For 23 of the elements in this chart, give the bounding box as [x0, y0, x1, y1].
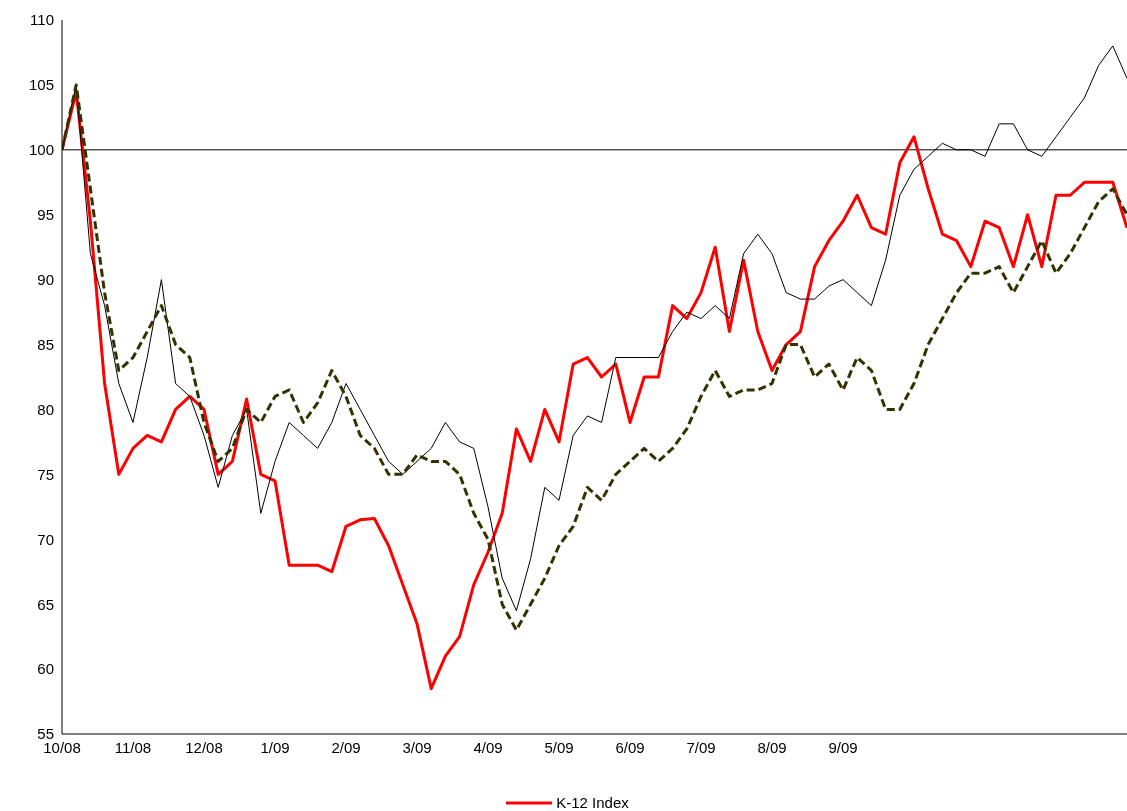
y-tick-label: 95 — [37, 206, 54, 224]
x-tick-label: 12/08 — [185, 738, 223, 756]
y-tick-label: 65 — [37, 595, 54, 613]
x-tick-label: 7/09 — [686, 738, 716, 756]
y-tick-label: 105 — [28, 76, 54, 94]
x-tick-label: 9/09 — [828, 738, 858, 756]
legend-label: K-12 Index — [556, 794, 629, 811]
y-tick-label: 70 — [37, 530, 54, 548]
x-tick-label: 11/08 — [114, 738, 152, 756]
y-tick-label: 85 — [37, 335, 54, 353]
y-tick-label: 75 — [37, 465, 54, 483]
y-tick-label: 110 — [30, 11, 54, 29]
x-tick-label: 3/09 — [402, 738, 432, 756]
y-tick-label: 100 — [28, 141, 54, 159]
x-tick-label: 5/09 — [544, 738, 574, 756]
x-tick-label: 4/09 — [473, 738, 503, 756]
x-tick-label: 8/09 — [757, 738, 787, 756]
x-tick-label: 1/09 — [260, 738, 290, 756]
y-tick-label: 90 — [37, 270, 54, 288]
x-tick-label: 2/09 — [331, 738, 361, 756]
y-tick-label: 60 — [37, 660, 54, 678]
y-tick-label: 80 — [37, 400, 54, 418]
x-tick-label: 6/09 — [615, 738, 645, 756]
